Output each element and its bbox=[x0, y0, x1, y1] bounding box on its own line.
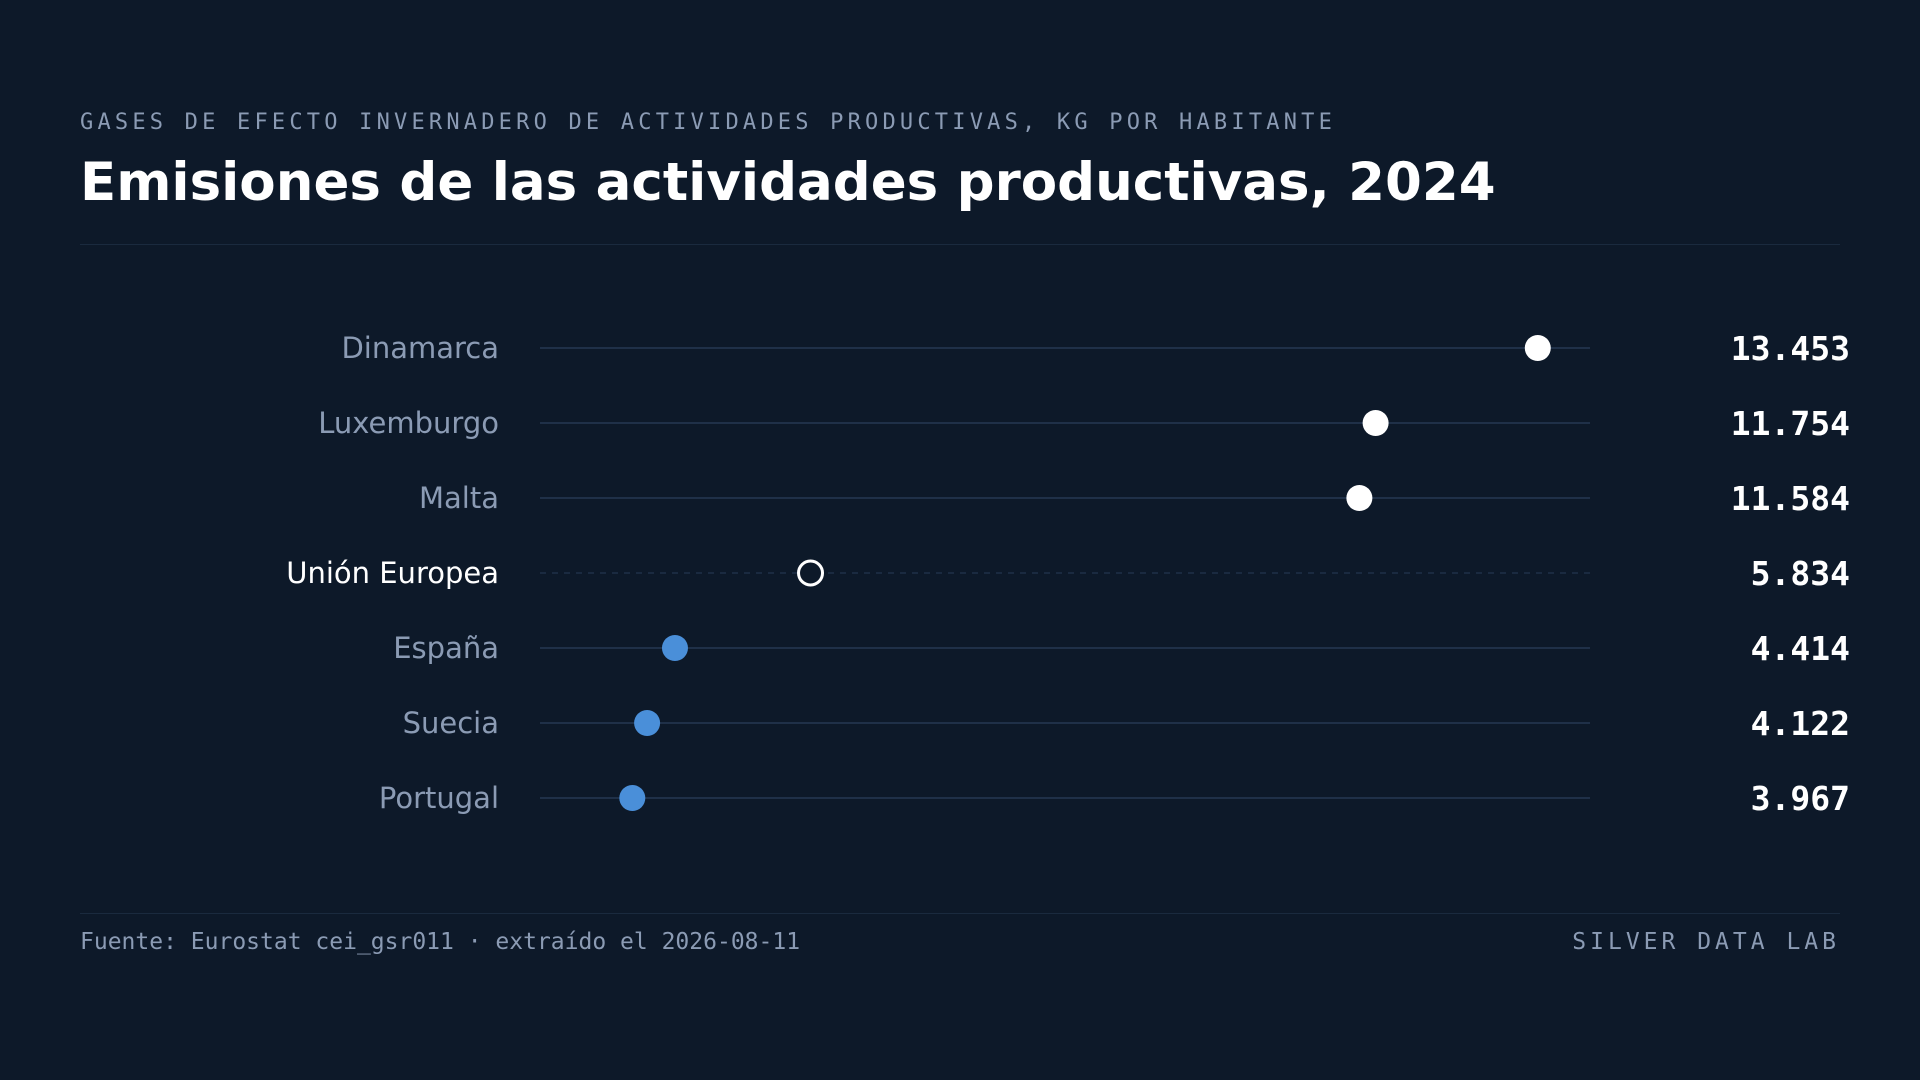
category-label-espana: España bbox=[393, 631, 499, 665]
category-label-luxemburgo: Luxemburgo bbox=[318, 406, 499, 440]
chart-title: Emisiones de las actividades productivas… bbox=[80, 152, 1496, 213]
data-point-luxemburgo bbox=[1362, 410, 1389, 436]
data-point-malta bbox=[1346, 485, 1373, 511]
data-point-portugal bbox=[619, 785, 646, 811]
source-note: Fuente: Eurostat cei_gsr011 · extraído e… bbox=[80, 929, 801, 955]
category-label-portugal: Portugal bbox=[379, 781, 499, 815]
data-point-dinamarca bbox=[1524, 335, 1551, 361]
value-label-malta: 11.584 bbox=[1731, 479, 1850, 518]
category-label-union-europea: Unión Europea bbox=[286, 556, 499, 590]
chart-subtitle: GASES DE EFECTO INVERNADERO DE ACTIVIDAD… bbox=[80, 110, 1337, 135]
footer-divider bbox=[80, 913, 1840, 914]
value-label-luxemburgo: 11.754 bbox=[1731, 404, 1850, 443]
header-divider bbox=[80, 244, 1840, 245]
category-label-suecia: Suecia bbox=[403, 706, 499, 740]
data-point-union-europea bbox=[797, 559, 825, 587]
brand-label: SILVER DATA LAB bbox=[1572, 929, 1840, 955]
value-label-espana: 4.414 bbox=[1751, 629, 1850, 668]
value-label-union-europea: 5.834 bbox=[1751, 554, 1850, 593]
data-point-suecia bbox=[634, 710, 661, 736]
category-label-malta: Malta bbox=[419, 481, 499, 515]
value-label-dinamarca: 13.453 bbox=[1731, 329, 1850, 368]
category-label-dinamarca: Dinamarca bbox=[341, 331, 499, 365]
value-label-suecia: 4.122 bbox=[1751, 704, 1850, 743]
data-point-espana bbox=[661, 635, 688, 661]
value-label-portugal: 3.967 bbox=[1751, 779, 1850, 818]
